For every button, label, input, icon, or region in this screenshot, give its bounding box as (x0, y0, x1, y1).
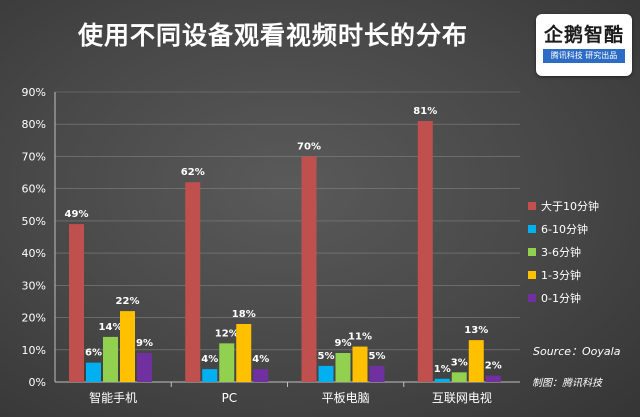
bar (103, 336, 118, 382)
data-label: 9% (335, 338, 352, 349)
data-label: 4% (252, 354, 269, 365)
data-label: 1% (434, 364, 451, 375)
bar (434, 378, 450, 382)
bar (120, 311, 135, 382)
data-label: 9% (136, 338, 153, 349)
data-label: 5% (318, 351, 335, 362)
bar (301, 156, 317, 382)
data-label: 5% (369, 351, 386, 362)
bar (352, 346, 368, 382)
legend-label: 3-6分钟 (541, 245, 581, 259)
bar (137, 353, 152, 382)
chart-title: 使用不同设备观看视频时长的分布 (78, 21, 469, 50)
x-tick-label: 平板电脑 (322, 391, 370, 405)
legend-label: 6-10分钟 (541, 222, 588, 236)
legend-label: 0-1分钟 (541, 291, 581, 305)
y-tick-label: 40% (22, 247, 46, 260)
data-label: 2% (485, 361, 502, 372)
y-tick-label: 10% (22, 344, 46, 357)
bar (468, 340, 484, 382)
legend-swatch (528, 271, 536, 279)
y-tick-label: 60% (22, 183, 46, 196)
legend-label: 大于10分钟 (541, 199, 599, 213)
data-label: 6% (85, 348, 102, 359)
bar (369, 365, 385, 382)
bar (219, 343, 235, 382)
credit-note: 制图：腾讯科技 (532, 378, 602, 389)
bar (86, 362, 101, 382)
bar (69, 224, 84, 382)
bar (202, 369, 218, 382)
brand-logo: 企鹅智酷 腾讯科技 研究出品 (536, 14, 632, 76)
data-label: 22% (116, 296, 140, 307)
y-tick-label: 50% (22, 215, 46, 228)
logo-text: 企鹅智酷 (543, 24, 624, 46)
data-label: 11% (348, 332, 372, 343)
y-tick-label: 70% (22, 150, 46, 163)
data-label: 81% (413, 106, 437, 117)
x-tick-label: 互联网电视 (432, 390, 492, 405)
x-tick-label: PC (222, 391, 238, 405)
bar (236, 324, 252, 382)
y-tick-label: 90% (22, 86, 46, 99)
legend-swatch (528, 294, 536, 302)
data-label: 18% (232, 309, 256, 320)
legend-swatch (528, 248, 536, 256)
bar (417, 121, 433, 382)
data-label: 4% (201, 354, 218, 365)
source-note: Source：Ooyala (533, 345, 621, 358)
legend-swatch (528, 225, 536, 233)
bar (318, 365, 334, 382)
y-tick-label: 80% (22, 118, 46, 131)
bar (451, 372, 467, 382)
data-label: 49% (65, 209, 89, 220)
data-label: 13% (464, 325, 488, 336)
y-tick-label: 30% (22, 279, 46, 292)
bar (185, 182, 201, 382)
logo-subtitle: 腾讯科技 研究出品 (543, 49, 625, 63)
legend-swatch (528, 202, 536, 210)
data-label: 62% (181, 167, 205, 178)
bar (485, 375, 501, 382)
x-tick-label: 智能手机 (89, 390, 137, 405)
y-tick-label: 20% (22, 312, 46, 325)
data-label: 3% (451, 357, 468, 368)
y-tick-label: 0% (29, 376, 46, 389)
bar (253, 369, 269, 382)
data-label: 70% (297, 141, 321, 152)
legend-label: 1-3分钟 (541, 268, 581, 282)
data-label: 12% (215, 328, 239, 339)
bar (335, 353, 351, 382)
data-label: 14% (99, 322, 123, 333)
